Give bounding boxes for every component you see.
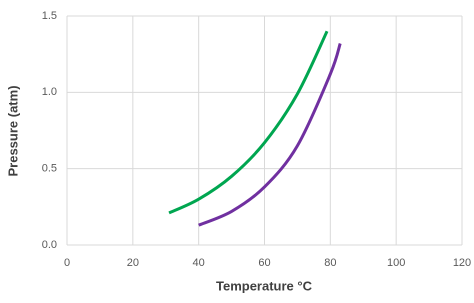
x-tick-label: 40	[193, 257, 205, 269]
x-tick-label: 100	[387, 257, 405, 269]
x-tick-label: 20	[127, 257, 139, 269]
y-tick-label: 1.0	[42, 86, 57, 98]
line-series	[198, 43, 342, 227]
y-tick-label: 0.0	[42, 239, 57, 251]
x-tick-label: 80	[324, 257, 336, 269]
x-tick-label: 120	[453, 257, 471, 269]
x-tick-label: 0	[64, 257, 70, 269]
y-axis-title: Pressure (atm)	[5, 85, 20, 176]
line-series	[168, 30, 329, 215]
x-axis-title: Temperature °C	[216, 278, 313, 293]
y-tick-label: 0.5	[42, 163, 57, 175]
y-tick-label: 1.5	[42, 10, 57, 22]
x-tick-label: 60	[258, 257, 270, 269]
